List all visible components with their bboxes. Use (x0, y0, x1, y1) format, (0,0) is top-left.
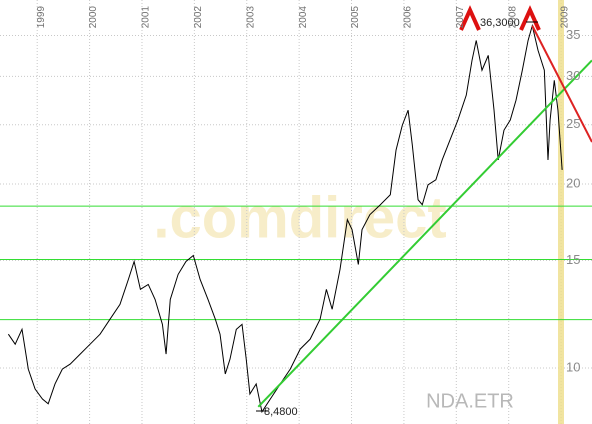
x-tick-label: 2003 (245, 6, 256, 29)
x-tick-label: 2004 (298, 6, 309, 29)
symbol-label: NDA.ETR (426, 390, 514, 412)
peak-marker (519, 5, 541, 31)
y-tick-label: 10 (566, 359, 580, 374)
x-tick-label: 1999 (36, 6, 47, 29)
current-date-band (558, 0, 564, 424)
y-tick-label: 20 (566, 175, 580, 190)
x-tick-label: 2009 (560, 6, 571, 29)
x-tick-label: 2002 (193, 6, 204, 29)
x-tick-label: 2005 (350, 6, 361, 29)
y-tick-label: 35 (566, 27, 580, 42)
price-line (7, 23, 563, 414)
y-tick-label: 15 (566, 252, 580, 267)
plot (0, 23, 592, 414)
trend-line (257, 59, 592, 408)
x-tick-label: 2008 (507, 6, 518, 29)
x-tick-label: 2001 (141, 6, 152, 29)
peak-marker (459, 5, 481, 31)
y-tick-label: 25 (566, 116, 580, 131)
watermark: .comdirect (153, 185, 446, 250)
x-tick-label: 2006 (403, 6, 414, 29)
x-tick-label: 2007 (455, 6, 466, 29)
trend-line (531, 25, 592, 143)
x-tick-label: 2000 (88, 6, 99, 29)
low-label: 8,4800 (264, 406, 298, 418)
y-tick-label: 30 (566, 68, 580, 83)
high-label: 36,3000 (480, 17, 520, 29)
